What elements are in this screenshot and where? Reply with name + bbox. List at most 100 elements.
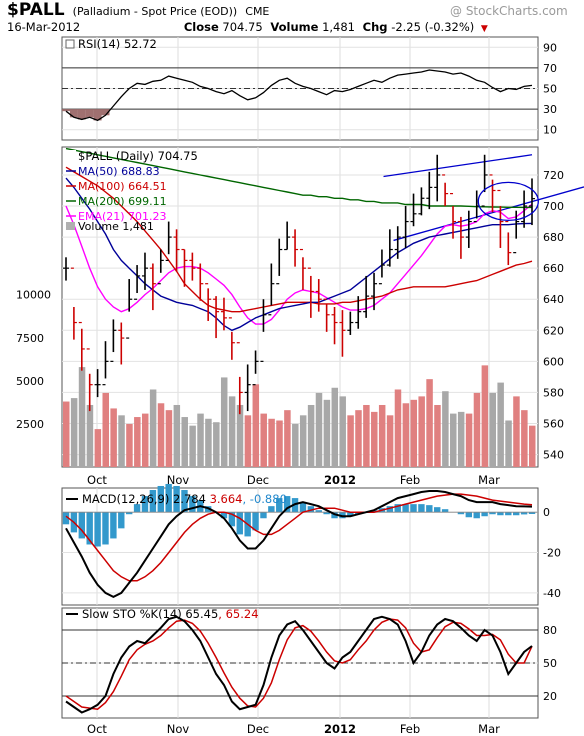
volume-bar xyxy=(307,404,315,467)
rsi-oversold-fill xyxy=(69,109,78,118)
macd-histogram-bar xyxy=(520,512,528,515)
volume-bar xyxy=(260,413,267,467)
macd-histogram-bar xyxy=(252,512,259,531)
volume-bar xyxy=(355,410,362,467)
macd-histogram-bar xyxy=(402,504,409,513)
volume-bar xyxy=(315,392,323,467)
macd-histogram-bar xyxy=(118,512,125,529)
volume-bar xyxy=(197,413,204,467)
x-axis-label-sto: Dec xyxy=(247,722,269,736)
volume-bar xyxy=(244,415,252,467)
y-tick-label-sto: 80 xyxy=(543,624,557,637)
volume-label: Volume xyxy=(270,20,319,34)
volume-bar xyxy=(94,429,102,467)
volume-bar xyxy=(236,404,244,467)
close-value: 704.75 xyxy=(222,20,263,34)
x-axis-label-price: Feb xyxy=(400,473,420,487)
sto-legend-part: Slow STO %K(14) 65.45 xyxy=(82,607,218,621)
rsi-oversold-fill xyxy=(77,109,86,120)
quote-bar: 16-Mar-2012 Close 704.75 Volume 1,481 Ch… xyxy=(7,20,488,34)
macd-histogram-bar xyxy=(189,496,196,513)
macd-histogram-bar xyxy=(220,512,228,519)
volume-bar xyxy=(252,384,260,467)
macd-histogram-bar xyxy=(157,485,164,513)
volume-bar xyxy=(213,422,220,467)
price-panel-title: $PALL (Daily) 704.75 xyxy=(78,149,198,163)
volume-axis-label: 10000 xyxy=(16,289,51,302)
volume-bar xyxy=(386,415,394,467)
volume-axis-label: 5000 xyxy=(16,375,44,388)
rsi-oversold-fill xyxy=(93,109,102,121)
lower-trendline xyxy=(393,186,584,242)
macd-histogram-bar xyxy=(426,505,433,513)
y-tick-label-rsi: 30 xyxy=(543,103,557,116)
ma-line-3 xyxy=(65,147,532,209)
macd-histogram-bar xyxy=(181,490,188,513)
macd-histogram-bar xyxy=(505,512,512,516)
macd-histogram-bar xyxy=(173,485,180,513)
macd-line xyxy=(65,490,533,599)
ma-line-2 xyxy=(65,166,533,313)
y-tick-label-rsi: 10 xyxy=(543,124,557,137)
legend-label: EMA(21) 701.23 xyxy=(78,210,167,223)
y-tick-label-sto: 50 xyxy=(543,657,557,670)
volume-axis-label: 2500 xyxy=(16,418,44,431)
x-axis-label-price: Oct xyxy=(87,473,107,487)
volume-bar xyxy=(70,398,78,467)
legend-label: MA(100) 664.51 xyxy=(78,180,167,193)
volume-bar xyxy=(450,413,457,467)
macd-histogram-bar xyxy=(394,504,401,513)
x-axis-label-price: 2012 xyxy=(324,473,356,487)
volume-bar xyxy=(284,410,291,467)
macd-histogram-bar xyxy=(236,512,243,535)
macd-legend-part: 3.664 xyxy=(206,492,243,506)
macd-histogram-bar xyxy=(307,506,315,513)
macd-histogram-bar xyxy=(165,483,172,513)
macd-histogram-bar xyxy=(347,512,354,517)
y-tick-label-price: 720 xyxy=(543,169,564,182)
x-axis-label-price: Mar xyxy=(478,473,500,487)
x-axis-label-sto: Mar xyxy=(478,722,500,736)
volume-bar xyxy=(489,392,497,467)
x-axis-label-price: Nov xyxy=(167,473,190,487)
macd-legend-part: MACD(12,26,9) 2.784 xyxy=(82,492,206,506)
volume-bar xyxy=(457,411,465,467)
volume-bar xyxy=(78,367,86,467)
rsi-oversold-fill xyxy=(101,109,110,116)
volume-bar xyxy=(157,403,165,467)
macd-histogram-bar xyxy=(481,512,488,517)
macd-histogram-bar xyxy=(86,512,93,545)
volume-bar xyxy=(473,392,481,467)
volume-bar xyxy=(410,399,418,467)
y-tick-label-price: 620 xyxy=(543,324,564,337)
chg-label: Chg xyxy=(362,20,388,34)
y-tick-label-price: 600 xyxy=(543,355,564,368)
macd-histogram-bar xyxy=(473,512,480,519)
volume-bar xyxy=(442,391,449,467)
upper-trendline xyxy=(383,154,533,178)
macd-histogram-bar xyxy=(110,512,117,539)
exchange-label: CME xyxy=(245,5,270,18)
volume-bar xyxy=(402,403,410,467)
rsi-oversold-fill xyxy=(62,109,70,112)
volume-bar xyxy=(529,425,536,467)
macd-histogram-bar xyxy=(283,496,291,513)
volume-axis-label: 7500 xyxy=(16,332,44,345)
y-tick-label-sto: 20 xyxy=(543,690,557,703)
macd-panel-title: MACD(12,26,9) 2.784 3.664, -0.880 xyxy=(82,492,287,506)
volume-bar xyxy=(299,415,307,467)
macd-histogram-bar xyxy=(149,490,157,513)
volume-legend-swatch xyxy=(66,222,75,230)
volume-bar xyxy=(378,404,386,467)
close-label: Close xyxy=(183,20,219,34)
chart-header: $PALL (Palladium - Spot Price (EOD)) CME xyxy=(7,0,269,20)
macd-histogram-bar xyxy=(260,512,267,519)
volume-bar xyxy=(165,410,173,467)
chg-value: -2.25 (-0.32%) xyxy=(391,20,475,34)
rsi-line xyxy=(65,69,533,122)
macd-histogram-bar xyxy=(489,512,496,515)
volume-bar xyxy=(134,417,141,467)
macd-histogram-bar xyxy=(410,504,417,513)
